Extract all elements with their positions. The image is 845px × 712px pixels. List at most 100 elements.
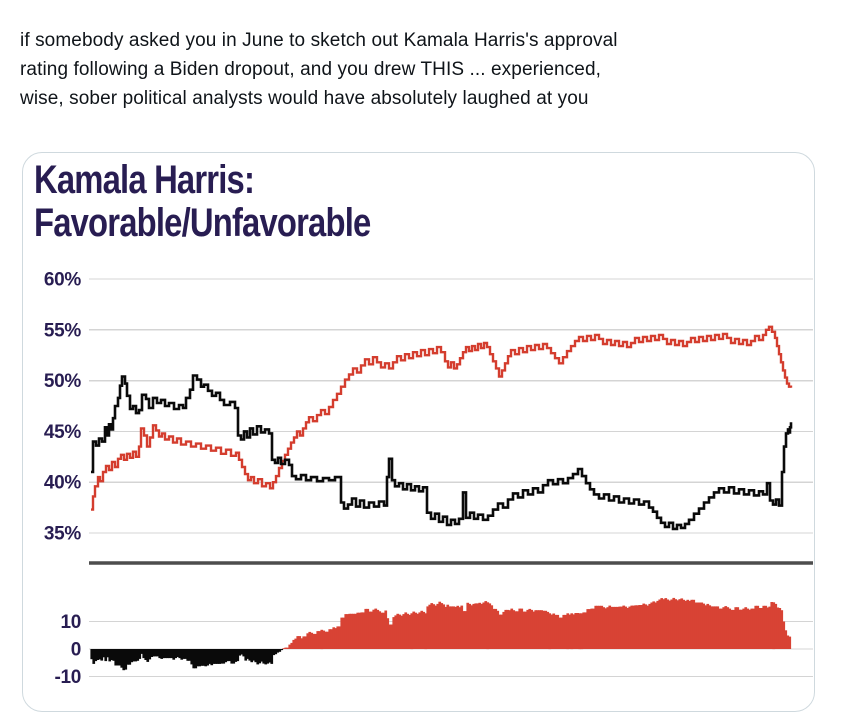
net-area-slice	[606, 607, 610, 649]
net-area-slice	[236, 649, 240, 662]
net-area-slice	[262, 649, 266, 664]
net-area-slice	[558, 617, 562, 649]
net-area-slice	[230, 649, 234, 664]
net-area-slice	[552, 613, 556, 649]
y-axis-label: 0	[71, 640, 81, 661]
net-area-slice	[616, 606, 620, 649]
net-area-slice	[654, 602, 658, 649]
net-area-slice	[216, 649, 220, 664]
tweet-text: if somebody asked you in June to sketch …	[20, 30, 618, 109]
net-area-slice	[246, 649, 250, 659]
net-area-slice	[574, 613, 578, 649]
net-area-slice	[426, 606, 430, 649]
net-area-slice	[98, 649, 102, 660]
net-area-slice	[226, 649, 230, 662]
net-area-slice	[384, 610, 388, 649]
net-area-slice	[170, 649, 174, 659]
net-area-slice	[668, 600, 672, 649]
net-area-slice	[100, 649, 104, 661]
net-area-slice	[416, 613, 420, 649]
net-area-slice	[432, 604, 436, 649]
net-area-slice	[394, 615, 398, 649]
net-area-slice	[112, 649, 116, 661]
net-area-slice	[196, 649, 200, 667]
net-area-slice	[718, 608, 722, 649]
net-area-slice	[468, 603, 472, 649]
net-area-slice	[162, 649, 166, 659]
net-area-slice	[316, 631, 320, 649]
net-area-slice	[258, 649, 262, 664]
net-favorability-area	[90, 597, 792, 671]
net-area-slice	[488, 603, 492, 649]
net-area-slice	[768, 606, 772, 649]
net-area-slice	[644, 604, 648, 649]
net-area-slice	[568, 614, 572, 649]
net-area-slice	[424, 613, 428, 650]
net-area-slice	[420, 610, 424, 649]
net-area-slice	[144, 649, 148, 660]
net-area-slice	[386, 618, 390, 649]
net-area-slice	[134, 649, 138, 662]
net-area-slice	[108, 649, 112, 662]
net-area-slice	[218, 649, 222, 664]
net-area-slice	[660, 598, 664, 649]
net-area-slice	[160, 649, 164, 659]
y-axis-label: 45%	[44, 422, 82, 443]
net-area-slice	[436, 603, 440, 649]
net-area-slice	[786, 635, 790, 649]
net-area-slice	[220, 649, 224, 664]
net-area-slice	[684, 600, 688, 649]
net-area-slice	[462, 611, 466, 649]
net-area-slice	[90, 649, 94, 660]
net-area-slice	[536, 610, 540, 649]
net-area-slice	[356, 612, 360, 649]
net-area-slice	[404, 612, 408, 649]
net-area-slice	[630, 605, 634, 649]
net-area-slice	[470, 605, 474, 649]
net-area-slice	[740, 609, 744, 649]
net-area-slice	[732, 609, 736, 649]
net-area-slice	[212, 649, 216, 664]
net-area-slice	[400, 615, 404, 649]
net-area-slice	[184, 649, 188, 659]
y-axis-label: 40%	[44, 473, 82, 494]
net-area-slice	[486, 602, 490, 650]
net-area-slice	[456, 605, 460, 649]
net-area-slice	[358, 612, 362, 649]
unfavorable-line	[91, 325, 793, 511]
net-area-slice	[340, 617, 344, 649]
net-area-slice	[714, 606, 718, 649]
net-area-slice	[764, 605, 768, 649]
net-area-slice	[702, 603, 706, 649]
net-area-slice	[596, 605, 600, 649]
net-area-slice	[254, 649, 258, 663]
net-area-slice	[564, 614, 568, 649]
net-area-slice	[242, 649, 246, 657]
net-area-slice	[452, 606, 456, 649]
net-area-slice	[102, 649, 106, 658]
net-area-slice	[758, 608, 762, 649]
net-area-slice	[322, 630, 326, 649]
net-area-slice	[294, 638, 298, 649]
net-area-slice	[366, 608, 370, 649]
net-area-slice	[306, 633, 310, 649]
net-area-slice	[390, 624, 394, 649]
chart-card: 60% 55% 50% 45% 40% 35% 10 0 -10 Kamala Harris: …	[22, 152, 815, 712]
net-area-slice	[138, 649, 142, 659]
net-area-slice	[378, 611, 382, 649]
net-area-slice	[200, 649, 204, 666]
net-area-slice	[776, 607, 780, 649]
net-area-slice	[708, 605, 712, 649]
net-area-slice	[188, 649, 192, 661]
net-area-slice	[594, 605, 598, 649]
net-area-slice	[556, 614, 560, 649]
net-area-slice	[770, 602, 774, 649]
net-area-slice	[586, 609, 590, 649]
net-area-slice	[496, 610, 500, 649]
net-area-slice	[756, 605, 760, 649]
net-area-slice	[700, 602, 704, 649]
y-axis-label: -10	[54, 667, 81, 683]
net-area-slice	[442, 604, 446, 649]
net-area-slice	[604, 608, 608, 649]
net-area-slice	[562, 614, 566, 649]
